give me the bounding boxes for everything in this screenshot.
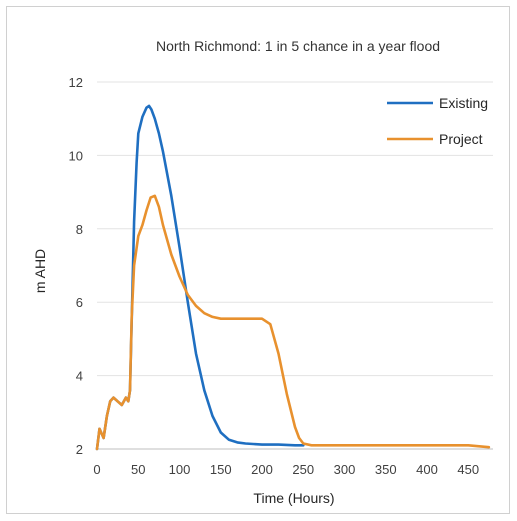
x-tick-label: 250 (292, 462, 314, 477)
x-tick-label: 0 (93, 462, 100, 477)
x-tick-label: 200 (251, 462, 273, 477)
chart-frame: North Richmond: 1 in 5 chance in a year … (6, 6, 510, 514)
x-tick-label: 450 (457, 462, 479, 477)
y-tick-label: 10 (69, 148, 83, 163)
legend: Existing Project (387, 95, 488, 147)
y-tick-label: 8 (76, 222, 83, 237)
x-tick-label: 350 (375, 462, 397, 477)
series-lines (95, 104, 491, 451)
legend-label-project: Project (439, 131, 483, 147)
x-axis-label: Time (Hours) (253, 490, 334, 506)
line-chart: North Richmond: 1 in 5 chance in a year … (32, 38, 493, 506)
y-tick-label: 4 (76, 369, 83, 384)
x-tick-label: 300 (334, 462, 356, 477)
axes: 2 4 6 8 10 12 0 50 100 150 200 250 300 350 400 450 (69, 75, 493, 477)
x-tick-label: 400 (416, 462, 438, 477)
y-tick-label: 12 (69, 75, 83, 90)
y-axis-label: m AHD (32, 249, 48, 293)
x-tick-label: 150 (210, 462, 232, 477)
chart-title: North Richmond: 1 in 5 chance in a year … (156, 38, 440, 54)
series-line-project (95, 194, 491, 451)
y-tick-label: 6 (76, 295, 83, 310)
x-tick-label: 100 (169, 462, 191, 477)
y-tick-label: 2 (76, 442, 83, 457)
legend-label-existing: Existing (439, 95, 488, 111)
x-tick-label: 50 (131, 462, 145, 477)
